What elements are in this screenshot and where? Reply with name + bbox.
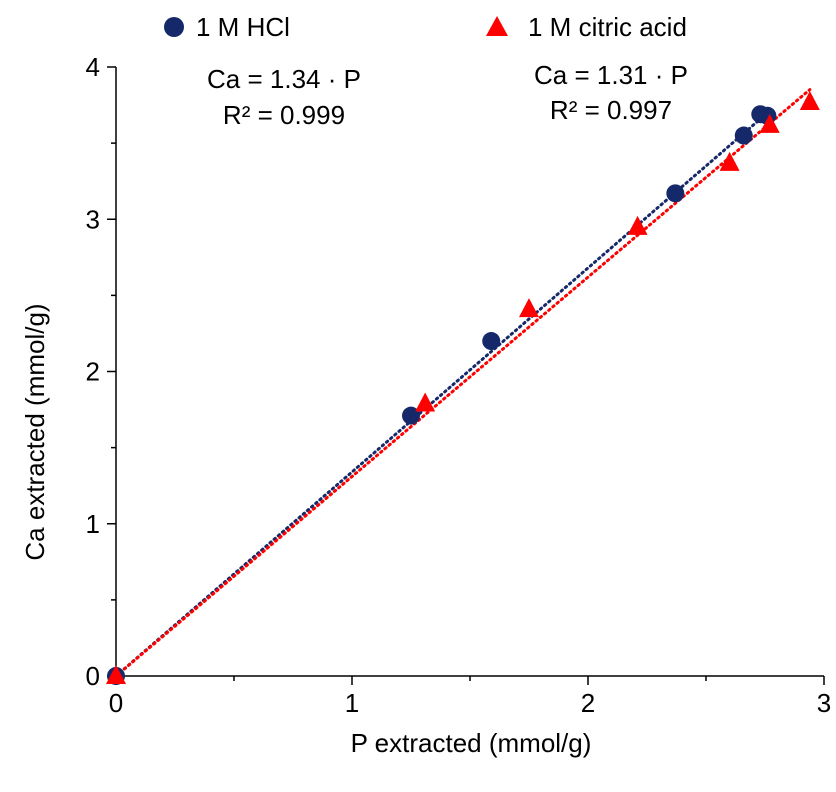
data-point-citric [519,298,539,318]
y-tick-label: 0 [86,661,100,691]
y-tick-label: 1 [86,509,100,539]
data-point-hcl [666,184,685,203]
x-axis-title: P extracted (mmol/g) [351,728,592,758]
hcl-r-squared: R² = 0.999 [223,100,345,130]
data-point-citric [415,392,436,412]
trendline-annotations: Ca = 1.34 · P R² = 0.999 Ca = 1.31 · P R… [207,60,688,130]
y-tick-label: 2 [86,357,100,387]
citric-equation: Ca = 1.31 · P [534,60,688,90]
y-tick-label: 3 [86,204,100,234]
data-point-hcl [734,126,753,145]
trendline-citric [114,88,812,678]
hcl-equation: Ca = 1.34 · P [207,64,361,94]
y-tick-label: 4 [86,52,100,82]
legend: 1 M HCl 1 M citric acid [164,12,687,42]
data-point-citric [759,113,780,133]
x-tick-label: 3 [817,688,831,718]
legend-label-hcl: 1 M HCl [196,12,290,42]
trendline-hcl [114,111,769,678]
data-point-citric [627,215,648,235]
trendlines [114,88,812,678]
chart-axes: 0 1 2 3 4 0 1 2 3 [86,52,832,718]
citric-r-squared: R² = 0.997 [550,95,672,125]
data-point-citric [106,665,126,684]
x-tick-label: 1 [345,688,359,718]
data-point-citric [799,91,820,111]
x-tick-label: 0 [109,688,123,718]
x-tick-label: 2 [581,688,595,718]
data-markers [106,91,820,685]
y-axis-title: Ca extracted (mmol/g) [20,303,50,560]
legend-label-citric: 1 M citric acid [528,12,687,42]
data-point-citric [719,151,740,171]
legend-marker-citric [486,16,508,36]
legend-marker-hcl [164,17,184,37]
data-point-hcl [482,332,501,351]
